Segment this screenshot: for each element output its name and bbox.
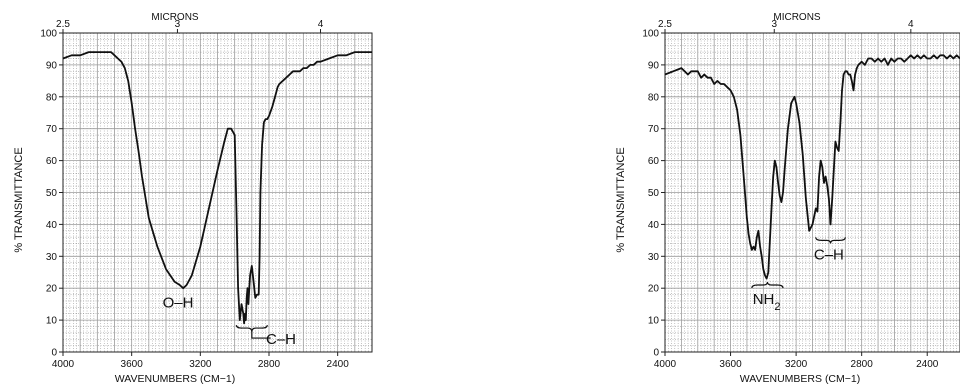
left-y-tick-label: 80 (46, 92, 58, 103)
left-y-tick-label: 20 (46, 284, 58, 295)
right-y-tick-label: 10 (648, 316, 660, 327)
left-y-tick-label: 30 (46, 252, 58, 263)
left-x-axis-label: WAVENUMBERS (CM−1) (115, 373, 235, 385)
right-top-tick-label: 3 (771, 19, 777, 30)
right-plot-area: 0 10 20 30 40 50 60 70 80 90 100 4000 3600 3200 2800 24… (642, 19, 960, 370)
left-y-tick-label: 90 (46, 60, 58, 71)
left-x-tick-label: 2800 (258, 359, 281, 370)
right-top-tick-label: 2.5 (658, 19, 672, 30)
left-x-tick-label: 3200 (189, 359, 212, 370)
right-y-axis-label: % TRANSMITTANCE (615, 147, 627, 252)
left-ch-leader (251, 332, 271, 339)
left-y-tick-label: 10 (46, 316, 58, 327)
left-top-axis-label: MICRONS (151, 12, 199, 23)
left-annotation-label: O–H (163, 294, 194, 311)
right-y-tick-label: 70 (648, 124, 660, 135)
left-plot-area: 0 10 20 30 40 50 60 70 80 90 100 4000 3600 3200 2800 24… (40, 19, 373, 370)
right-x-tick-label: 4000 (654, 359, 677, 370)
left-top-tick-label: 2.5 (56, 19, 70, 30)
right-annotations: NH2 C–H (751, 237, 846, 313)
right-top-axis-label: MICRONS (773, 12, 821, 23)
right-x-tick-label: 3200 (785, 359, 808, 370)
left-y-tick-label: 50 (46, 188, 58, 199)
left-top-tick-label: 4 (318, 19, 324, 30)
right-annotation-label: NH2 (753, 291, 781, 313)
right-y-tick-label: 90 (648, 60, 660, 71)
right-spectrum-chart: 0 10 20 30 40 50 60 70 80 90 100 4000 3600 3200 2800 24… (615, 12, 960, 385)
right-y-tick-label: 80 (648, 92, 660, 103)
left-annotations: O–H C–H (163, 294, 296, 348)
right-nh2-brace (751, 281, 784, 289)
left-x-tick-label: 2400 (327, 359, 350, 370)
right-y-tick-label: 30 (648, 252, 660, 263)
right-spectrum-line (664, 54, 960, 280)
right-ch-brace (815, 237, 846, 244)
right-y-tick-label: 100 (642, 29, 659, 40)
right-x-tick-label: 3600 (719, 359, 742, 370)
left-x-tick-label: 4000 (52, 359, 75, 370)
right-y-tick-label: 50 (648, 188, 660, 199)
right-y-tick-label: 0 (653, 348, 659, 359)
left-annotation-label: C–H (266, 331, 296, 348)
right-x-tick-label: 2400 (916, 359, 939, 370)
left-x-tick-label: 3600 (121, 359, 144, 370)
right-major-grid (664, 32, 960, 353)
left-y-tick-label: 40 (46, 220, 58, 231)
right-x-axis-label: WAVENUMBERS (CM−1) (740, 373, 860, 385)
left-y-tick-label: 70 (46, 124, 58, 135)
left-y-axis-label: % TRANSMITTANCE (13, 147, 25, 252)
right-y-tick-label: 60 (648, 156, 660, 167)
left-spectrum-chart: 0 10 20 30 40 50 60 70 80 90 100 4000 3600 3200 2800 24… (13, 12, 373, 385)
left-spectrum-line (62, 51, 372, 325)
right-y-tick-label: 20 (648, 284, 660, 295)
right-annotation-label: C–H (814, 246, 844, 263)
left-y-tick-label: 60 (46, 156, 58, 167)
left-y-tick-label: 0 (51, 348, 57, 359)
left-y-tick-label: 100 (40, 29, 57, 40)
right-top-tick-label: 4 (908, 19, 914, 30)
right-y-tick-label: 40 (648, 220, 660, 231)
right-x-tick-label: 2800 (851, 359, 874, 370)
left-top-tick-label: 3 (175, 19, 181, 30)
